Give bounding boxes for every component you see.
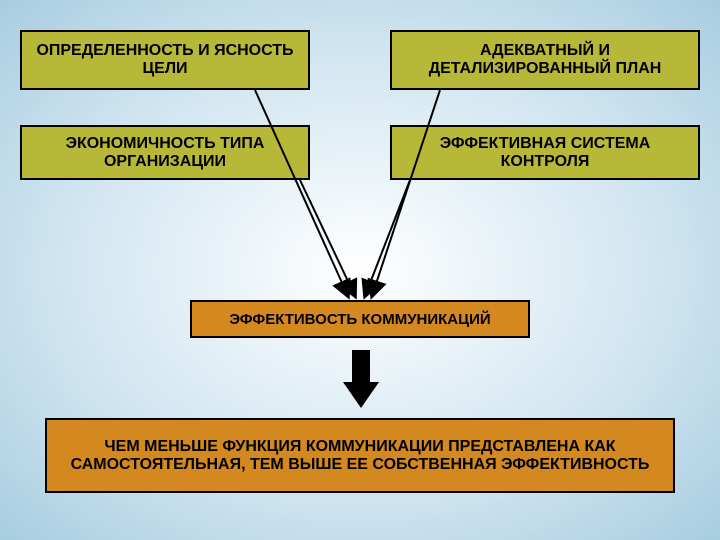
arrow-from-top-right (372, 90, 440, 296)
box-bottom: ЧЕМ МЕНЬШЕ ФУНКЦИЯ КОММУНИКАЦИИ ПРЕДСТАВ… (45, 418, 675, 493)
arrow-from-mid-right (365, 180, 410, 296)
box-top-left: ОПРЕДЕЛЕННОСТЬ И ЯСНОСТЬ ЦЕЛИ (20, 30, 310, 90)
box-top-right: АДЕКВАТНЫЙ И ДЕТАЛИЗИРОВАННЫЙ ПЛАН (390, 30, 700, 90)
box-mid-right: ЭФФЕКТИВНАЯ СИСТЕМА КОНТРОЛЯ (390, 125, 700, 180)
arrow-from-mid-left (300, 180, 355, 296)
block-arrow-down (343, 350, 379, 408)
box-mid-left-label: ЭКОНОМИЧНОСТЬ ТИПА ОРГАНИЗАЦИИ (28, 135, 302, 171)
box-bottom-label: ЧЕМ МЕНЬШЕ ФУНКЦИЯ КОММУНИКАЦИИ ПРЕДСТАВ… (53, 438, 667, 474)
box-mid-left: ЭКОНОМИЧНОСТЬ ТИПА ОРГАНИЗАЦИИ (20, 125, 310, 180)
box-top-left-label: ОПРЕДЕЛЕННОСТЬ И ЯСНОСТЬ ЦЕЛИ (28, 42, 302, 78)
arrow-from-top-left (255, 90, 348, 296)
box-top-right-label: АДЕКВАТНЫЙ И ДЕТАЛИЗИРОВАННЫЙ ПЛАН (398, 42, 692, 78)
box-center-label: ЭФФЕКТИВОСТЬ КОММУНИКАЦИЙ (229, 311, 490, 328)
box-mid-right-label: ЭФФЕКТИВНАЯ СИСТЕМА КОНТРОЛЯ (398, 135, 692, 171)
box-center: ЭФФЕКТИВОСТЬ КОММУНИКАЦИЙ (190, 300, 530, 338)
